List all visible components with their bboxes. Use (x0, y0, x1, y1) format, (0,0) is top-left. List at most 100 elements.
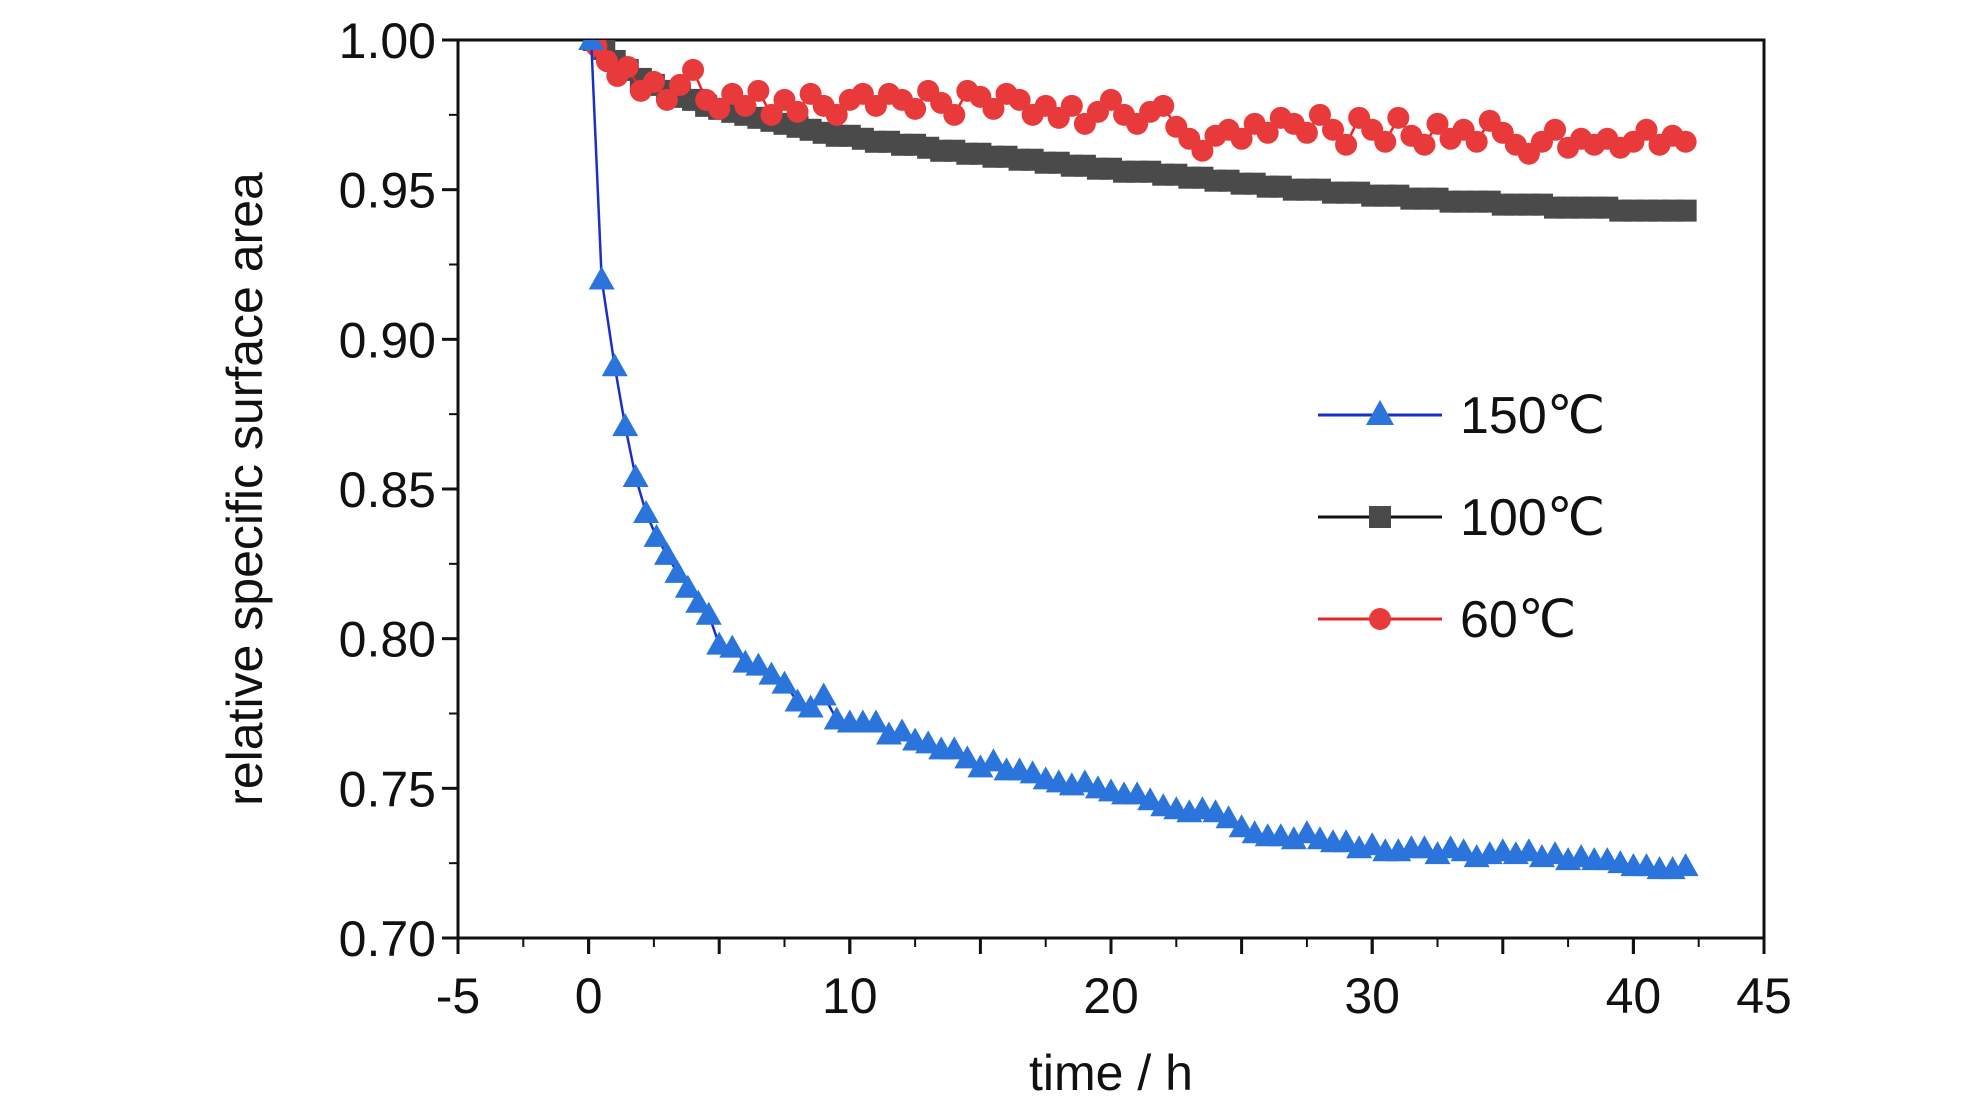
data-point (669, 73, 692, 96)
data-point (1293, 820, 1320, 844)
data-point (915, 730, 942, 754)
data-point (1071, 769, 1098, 793)
data-point (797, 694, 824, 718)
data-point (1215, 805, 1242, 829)
data-point (982, 97, 1005, 120)
data-point (616, 55, 639, 78)
data-point (760, 103, 783, 126)
data-point (1424, 841, 1451, 865)
data-point (1515, 838, 1542, 862)
data-point (734, 94, 757, 117)
series-0 (578, 40, 1699, 880)
data-point (1060, 94, 1083, 117)
data-point (784, 688, 811, 712)
y-tick-label: 0.90 (339, 312, 436, 368)
data-point (1674, 130, 1697, 153)
data-point (643, 523, 670, 547)
data-point (786, 100, 809, 123)
data-point (601, 353, 628, 377)
data-point (612, 413, 639, 437)
data-point (862, 709, 889, 733)
data-point (588, 266, 615, 290)
data-point (664, 559, 691, 583)
data-point (1450, 838, 1477, 862)
data-point (747, 79, 770, 102)
data-point (1674, 199, 1697, 222)
data-point (1124, 781, 1151, 805)
y-tick-label: 0.85 (339, 462, 436, 518)
data-point (1228, 814, 1255, 838)
data-point (758, 661, 785, 685)
data-point (771, 670, 798, 694)
series-2 (585, 40, 1697, 165)
data-point (1308, 103, 1331, 126)
legend-item-100: 100℃ (1318, 489, 1605, 547)
data-point (904, 97, 927, 120)
data-point (674, 574, 701, 598)
data-point (943, 103, 966, 126)
data-point (810, 682, 837, 706)
legend-label-100: 100℃ (1460, 489, 1605, 547)
data-point (954, 745, 981, 769)
legend-item-60: 60℃ (1318, 591, 1576, 649)
data-point (622, 464, 649, 488)
data-point (1202, 799, 1229, 823)
legend-item-150: 150℃ (1318, 387, 1605, 445)
series-layer (578, 40, 1699, 880)
x-tick-label: -5 (436, 968, 480, 1024)
y-axis-ticks: 0.70 0.75 0.80 0.85 0.90 0.95 1.00 (339, 13, 458, 967)
data-point (967, 754, 994, 778)
data-point (1230, 127, 1253, 150)
data-point (695, 601, 722, 625)
data-point (1542, 841, 1569, 865)
legend-label-150: 150℃ (1460, 387, 1605, 445)
data-point (1295, 121, 1318, 144)
data-point (1635, 118, 1658, 141)
data-point (980, 748, 1007, 772)
x-tick-label: 40 (1606, 968, 1662, 1024)
x-axis-title: time / h (1029, 1045, 1193, 1101)
data-point (578, 40, 605, 50)
data-point (745, 652, 772, 676)
data-point (653, 541, 680, 565)
data-point (708, 97, 731, 120)
data-point (655, 88, 678, 111)
legend-label-60: 60℃ (1460, 591, 1576, 649)
data-point (1100, 88, 1122, 111)
legend-marker-60 (1369, 608, 1391, 630)
data-point (1335, 133, 1358, 156)
data-point (1359, 832, 1386, 856)
data-point (941, 736, 968, 760)
data-point (825, 103, 848, 126)
data-point (1256, 121, 1279, 144)
y-tick-label: 1.00 (339, 13, 436, 69)
data-point (685, 589, 712, 613)
data-point (682, 58, 705, 81)
data-point (633, 499, 660, 523)
data-point (1333, 829, 1360, 853)
data-point (1544, 118, 1567, 141)
data-point (1465, 130, 1488, 153)
data-point (1191, 139, 1214, 162)
y-tick-label: 0.95 (339, 163, 436, 219)
x-tick-label: 45 (1736, 968, 1792, 1024)
y-axis-title: relative specific surface area (217, 172, 273, 806)
data-point (1387, 106, 1410, 129)
data-point (1374, 130, 1397, 153)
x-tick-label: 30 (1344, 968, 1400, 1024)
data-point (1672, 853, 1699, 877)
data-point (889, 718, 916, 742)
data-point (1322, 118, 1345, 141)
data-point (1137, 787, 1164, 811)
data-point (1152, 94, 1175, 117)
data-point (1426, 112, 1449, 135)
data-point (1280, 826, 1307, 850)
x-tick-label: 10 (822, 968, 878, 1024)
data-point (1413, 133, 1436, 156)
data-point (642, 70, 665, 93)
y-tick-label: 0.80 (339, 612, 436, 668)
x-tick-label: 0 (575, 968, 603, 1024)
legend-marker-150 (1366, 400, 1394, 425)
data-point (1008, 88, 1031, 111)
